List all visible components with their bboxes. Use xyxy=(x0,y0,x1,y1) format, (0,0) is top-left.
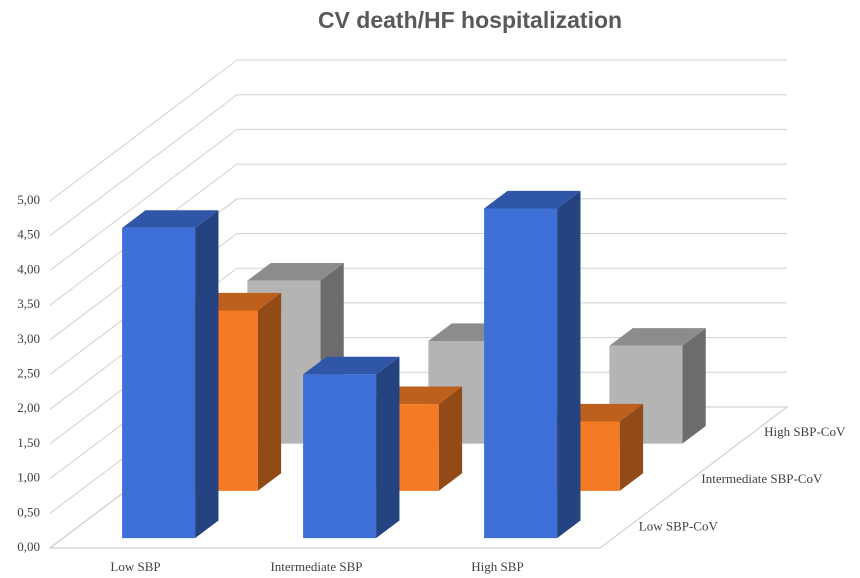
bar-top xyxy=(122,210,219,228)
bar-top xyxy=(247,262,344,281)
legend-label: High SBP-CoV xyxy=(764,424,846,439)
bar-top xyxy=(609,328,706,346)
bar xyxy=(484,190,581,539)
bar-top xyxy=(484,190,581,209)
grid-line xyxy=(49,59,787,202)
grid-line xyxy=(49,267,787,410)
bar-side xyxy=(682,328,706,444)
bar-side xyxy=(376,356,400,539)
y-tick-label: 5,00 xyxy=(17,192,40,207)
bar-front xyxy=(122,227,196,539)
chart-title: CV death/HF hospitalization xyxy=(318,7,622,33)
grid-line xyxy=(49,233,787,375)
bar-front xyxy=(303,374,377,539)
x-tick-label: Intermediate SBP xyxy=(270,559,362,574)
y-tick-label: 0,50 xyxy=(17,504,40,519)
grid-line xyxy=(49,128,787,271)
y-tick-label: 4,50 xyxy=(17,227,40,242)
bar-front xyxy=(484,208,558,539)
grid-line xyxy=(49,163,787,306)
y-tick-label: 3,00 xyxy=(17,331,40,346)
y-tick-label: 0,00 xyxy=(17,539,40,554)
grid-line xyxy=(49,198,787,341)
bar-side xyxy=(257,292,282,491)
bar-side xyxy=(619,403,644,491)
bar-side xyxy=(195,210,219,539)
bar xyxy=(122,210,219,539)
legend-label: Low SBP-CoV xyxy=(639,518,719,533)
y-tick-label: 1,00 xyxy=(17,470,40,485)
y-tick-label: 3,50 xyxy=(17,296,40,311)
y-tick-label: 2,00 xyxy=(17,400,40,415)
x-tick-label: Low SBP xyxy=(110,559,160,574)
bar xyxy=(303,356,400,539)
legend-label: Intermediate SBP-CoV xyxy=(701,471,823,486)
bar-top xyxy=(303,356,400,375)
y-tick-label: 4,00 xyxy=(17,261,40,276)
grid-line xyxy=(49,94,787,237)
bar-side xyxy=(438,386,463,491)
y-tick-label: 1,50 xyxy=(17,435,40,450)
x-tick-label: High SBP xyxy=(471,559,523,574)
y-tick-label: 2,50 xyxy=(17,365,40,380)
bar-side xyxy=(557,190,581,539)
